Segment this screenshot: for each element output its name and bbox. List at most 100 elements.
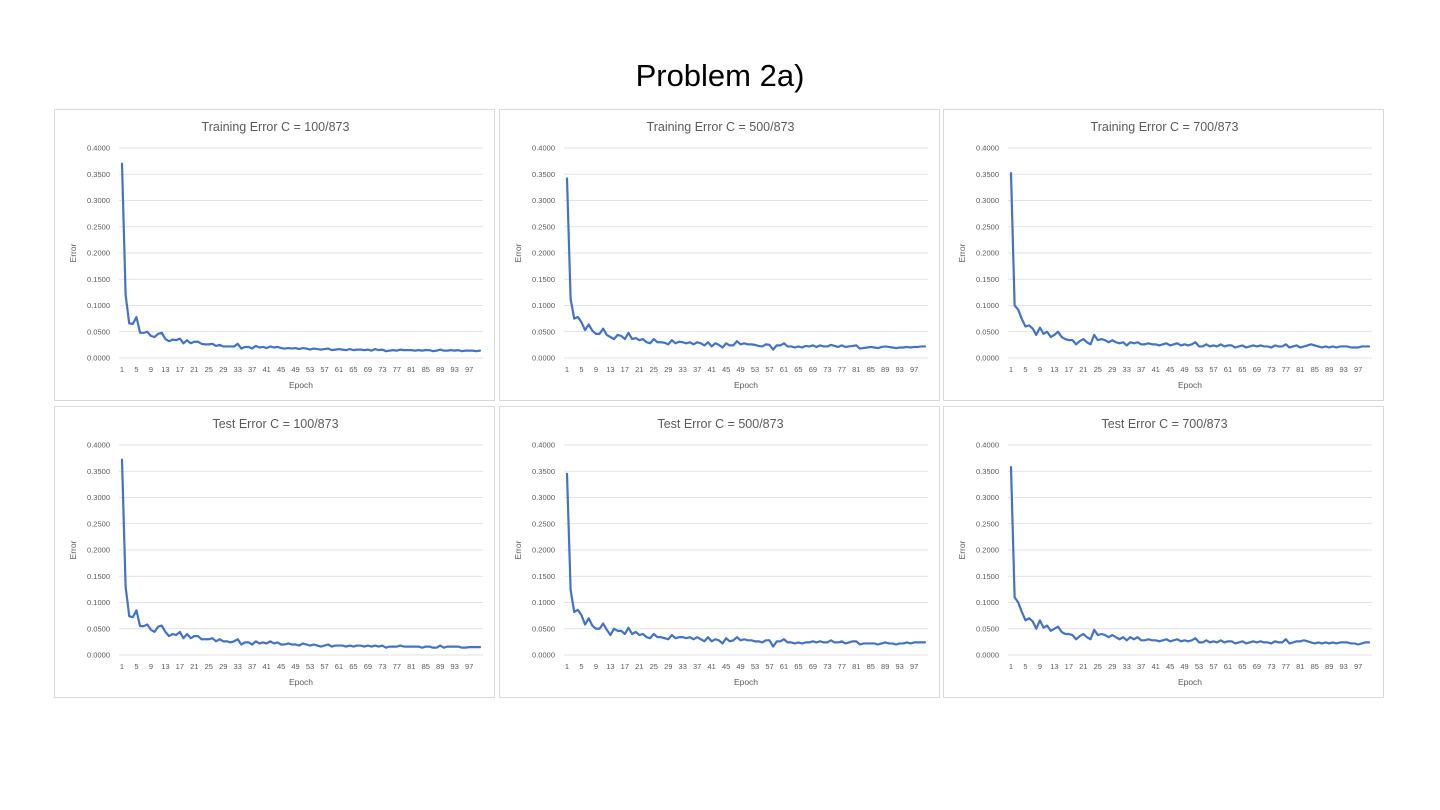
x-tick-label: 61 — [1224, 662, 1232, 671]
y-tick-label: 0.1500 — [87, 572, 110, 581]
x-tick-label: 9 — [149, 662, 153, 671]
series-line-error — [1009, 465, 1371, 646]
y-tick-label: 0.4000 — [87, 144, 110, 153]
y-tick-label: 0.3000 — [532, 493, 555, 502]
x-tick-label: 65 — [1238, 365, 1246, 374]
x-tick-label: 73 — [1267, 662, 1275, 671]
y-tick-label: 0.2000 — [532, 249, 555, 258]
x-tick-label: 9 — [594, 365, 598, 374]
x-tick-label: 29 — [1108, 662, 1116, 671]
x-tick-label: 45 — [277, 365, 285, 374]
y-tick-label: 0.3500 — [976, 467, 999, 476]
x-tick-label: 25 — [1094, 365, 1102, 374]
x-tick-label: 29 — [1108, 365, 1116, 374]
x-tick-label: 29 — [664, 662, 672, 671]
x-tick-label: 45 — [1166, 662, 1174, 671]
x-tick-label: 49 — [736, 365, 744, 374]
y-tick-label: 0.3500 — [976, 170, 999, 179]
x-tick-label: 61 — [1224, 365, 1232, 374]
chart-svg: Test Error C = 100/873 0.4000 0.3500 0.3000… — [68, 417, 483, 687]
y-tick-label: 0.1500 — [532, 572, 555, 581]
y-tick-label: 0.0500 — [976, 624, 999, 633]
x-tick-label: 17 — [621, 662, 629, 671]
chart-title: Training Error C = 500/873 — [647, 120, 795, 134]
y-tick-label: 0.0500 — [976, 327, 999, 336]
x-tick-label: 45 — [277, 662, 285, 671]
x-tick-label: 97 — [1354, 662, 1362, 671]
x-tick-label: 93 — [1340, 365, 1348, 374]
x-tick-label: 81 — [852, 365, 860, 374]
x-tick-label: 9 — [1038, 365, 1042, 374]
series-line-error — [565, 177, 927, 351]
x-tick-label: 57 — [765, 662, 773, 671]
x-tick-label: 81 — [407, 662, 415, 671]
y-tick-label: 0.1500 — [87, 275, 110, 284]
x-tick-label: 85 — [867, 662, 875, 671]
y-axis-label: Error — [513, 540, 523, 559]
x-tick-label: 93 — [896, 365, 904, 374]
chart-svg: Test Error C = 700/873 0.4000 0.3500 0.3000… — [957, 417, 1372, 687]
chart-title: Test Error C = 500/873 — [657, 417, 783, 431]
x-tick-label: 37 — [248, 662, 256, 671]
x-tick-label: 77 — [1282, 365, 1290, 374]
x-tick-label: 1 — [1009, 365, 1013, 374]
y-axis-label: Error — [68, 243, 78, 262]
x-tick-label: 81 — [1296, 365, 1304, 374]
x-tick-label: 45 — [1166, 365, 1174, 374]
x-tick-label: 69 — [1253, 365, 1261, 374]
y-tick-label: 0.2500 — [976, 519, 999, 528]
x-tick-label: 69 — [809, 662, 817, 671]
chart-title: Test Error C = 100/873 — [212, 417, 338, 431]
x-tick-label: 45 — [722, 365, 730, 374]
x-tick-label: 13 — [1050, 662, 1058, 671]
series-line-error — [120, 162, 482, 353]
x-tick-label: 53 — [751, 662, 759, 671]
y-tick-label: 0.1000 — [87, 301, 110, 310]
x-tick-label: 85 — [422, 365, 430, 374]
x-tick-label: 93 — [451, 365, 459, 374]
x-tick-label: 57 — [320, 662, 328, 671]
x-tick-label: 77 — [838, 365, 846, 374]
x-tick-label: 5 — [579, 662, 583, 671]
chart-title: Test Error C = 700/873 — [1101, 417, 1227, 431]
y-tick-label: 0.0000 — [532, 354, 555, 363]
x-tick-label: 9 — [594, 662, 598, 671]
x-tick-label: 73 — [378, 662, 386, 671]
y-axis-label: Error — [957, 540, 967, 559]
y-tick-label: 0.0500 — [532, 624, 555, 633]
x-tick-label: 37 — [248, 365, 256, 374]
x-tick-label: 85 — [1311, 365, 1319, 374]
x-tick-label: 97 — [465, 662, 473, 671]
y-tick-label: 0.4000 — [976, 441, 999, 450]
x-tick-label: 73 — [378, 365, 386, 374]
x-tick-label: 25 — [650, 365, 658, 374]
x-tick-label: 1 — [565, 365, 569, 374]
x-tick-label: 65 — [794, 662, 802, 671]
chart-test-c100: Test Error C = 100/873 0.4000 0.3500 0.3000… — [54, 406, 495, 698]
x-tick-label: 81 — [852, 662, 860, 671]
x-tick-label: 53 — [306, 365, 314, 374]
x-tick-label: 9 — [149, 365, 153, 374]
x-tick-label: 93 — [1340, 662, 1348, 671]
chart-svg: Training Error C = 100/873 0.4000 0.3500 0.… — [68, 120, 483, 390]
x-tick-label: 85 — [422, 662, 430, 671]
y-tick-label: 0.2000 — [976, 249, 999, 258]
x-tick-label: 13 — [606, 662, 614, 671]
chart-title: Training Error C = 700/873 — [1091, 120, 1239, 134]
x-tick-label: 29 — [219, 365, 227, 374]
x-tick-label: 21 — [635, 662, 643, 671]
y-tick-label: 0.1000 — [976, 301, 999, 310]
y-tick-label: 0.0000 — [87, 651, 110, 660]
x-tick-label: 97 — [910, 662, 918, 671]
x-tick-label: 97 — [1354, 365, 1362, 374]
x-tick-label: 81 — [1296, 662, 1304, 671]
y-tick-label: 0.2500 — [532, 519, 555, 528]
x-axis-label: Epoch — [289, 677, 313, 687]
y-tick-label: 0.3000 — [87, 196, 110, 205]
y-tick-label: 0.1500 — [532, 275, 555, 284]
y-tick-label: 0.1500 — [976, 275, 999, 284]
chart-train-c500: Training Error C = 500/873 0.4000 0.3500 0.… — [499, 109, 940, 401]
x-tick-label: 13 — [161, 365, 169, 374]
y-tick-label: 0.3500 — [87, 170, 110, 179]
x-tick-label: 5 — [134, 365, 138, 374]
